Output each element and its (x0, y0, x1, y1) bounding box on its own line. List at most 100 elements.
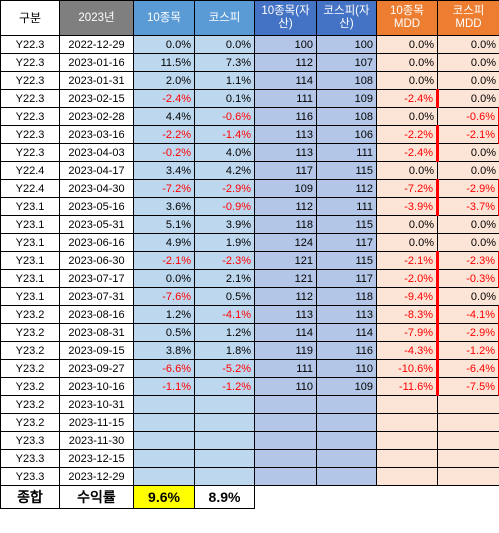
cell-asset-kospi[interactable]: 108 (316, 71, 377, 90)
cell-mdd10[interactable]: 0.0% (376, 233, 438, 252)
cell-kospi[interactable]: -5.2% (194, 359, 255, 378)
cell-asset10[interactable] (254, 413, 317, 432)
cell-gubun[interactable]: Y23.3 (0, 467, 60, 486)
summary-kospi[interactable]: 8.9% (194, 485, 255, 509)
cell-asset-kospi[interactable]: 115 (316, 215, 377, 234)
cell-ret10[interactable]: 5.1% (133, 215, 195, 234)
cell-mdd10[interactable]: -4.3% (376, 341, 439, 360)
cell-mdd-kospi[interactable]: 0.0% (437, 161, 499, 180)
cell-date[interactable]: 2023-08-31 (59, 323, 134, 342)
cell-mdd-kospi[interactable]: -0.3% (437, 269, 499, 288)
cell-mdd10[interactable]: 0.0% (376, 71, 438, 90)
cell-mdd-kospi[interactable]: 0.0% (437, 287, 499, 306)
cell-asset-kospi[interactable]: 111 (316, 143, 377, 162)
cell-mdd10[interactable]: -7.9% (376, 323, 439, 342)
cell-mdd10[interactable]: 0.0% (376, 107, 438, 126)
cell-kospi[interactable]: -1.2% (194, 377, 255, 396)
cell-asset-kospi[interactable]: 109 (316, 89, 377, 108)
cell-ret10[interactable]: -2.1% (133, 251, 195, 270)
cell-date[interactable]: 2023-06-16 (59, 233, 134, 252)
cell-mdd10[interactable]: 0.0% (376, 53, 438, 72)
cell-ret10[interactable]: -2.4% (133, 89, 195, 108)
cell-date[interactable]: 2023-05-16 (59, 197, 134, 216)
cell-asset-kospi[interactable]: 112 (316, 179, 377, 198)
header-year[interactable]: 2023년 (59, 0, 134, 36)
cell-date[interactable]: 2023-01-16 (59, 53, 134, 72)
cell-mdd10[interactable]: -2.2% (376, 125, 439, 144)
cell-ret10[interactable]: -2.2% (133, 125, 195, 144)
cell-ret10[interactable] (133, 395, 195, 414)
cell-kospi[interactable]: 4.2% (194, 161, 255, 180)
cell-asset10[interactable] (254, 395, 317, 414)
summary-label[interactable]: 종합 (0, 485, 60, 509)
cell-asset-kospi[interactable] (316, 413, 377, 432)
cell-ret10[interactable]: 4.9% (133, 233, 195, 252)
cell-mdd-kospi[interactable]: 0.0% (437, 35, 499, 54)
cell-date[interactable]: 2023-04-30 (59, 179, 134, 198)
cell-asset10[interactable]: 109 (254, 179, 317, 198)
cell-asset-kospi[interactable] (316, 395, 377, 414)
cell-ret10[interactable]: -7.2% (133, 179, 195, 198)
cell-asset-kospi[interactable]: 110 (316, 359, 377, 378)
cell-asset-kospi[interactable] (316, 449, 377, 468)
cell-ret10[interactable] (133, 449, 195, 468)
cell-gubun[interactable]: Y23.3 (0, 449, 60, 468)
cell-gubun[interactable]: Y22.3 (0, 107, 60, 126)
cell-gubun[interactable]: Y23.1 (0, 197, 60, 216)
cell-asset-kospi[interactable]: 116 (316, 341, 377, 360)
cell-mdd10[interactable]: -11.6% (376, 377, 439, 396)
cell-date[interactable]: 2023-09-15 (59, 341, 134, 360)
cell-asset10[interactable]: 117 (254, 161, 317, 180)
cell-ret10[interactable]: 1.2% (133, 305, 195, 324)
header-mdd-kospi[interactable]: 코스피 MDD (437, 0, 499, 36)
cell-kospi[interactable]: -2.9% (194, 179, 255, 198)
cell-mdd-kospi[interactable]: -0.6% (437, 107, 499, 126)
cell-mdd10[interactable]: 0.0% (376, 161, 438, 180)
cell-mdd-kospi[interactable] (437, 431, 499, 450)
header-kospi[interactable]: 코스피 (194, 0, 255, 36)
cell-asset10[interactable]: 113 (254, 305, 317, 324)
cell-asset10[interactable]: 113 (254, 125, 317, 144)
cell-asset10[interactable]: 111 (254, 89, 317, 108)
cell-date[interactable]: 2023-11-30 (59, 431, 134, 450)
cell-mdd10[interactable]: -2.4% (376, 89, 439, 108)
cell-date[interactable]: 2023-04-17 (59, 161, 134, 180)
cell-date[interactable]: 2023-12-29 (59, 467, 134, 486)
cell-date[interactable]: 2023-06-30 (59, 251, 134, 270)
cell-gubun[interactable]: Y23.2 (0, 359, 60, 378)
cell-mdd-kospi[interactable]: -7.5% (437, 377, 499, 396)
cell-asset10[interactable]: 112 (254, 197, 317, 216)
cell-gubun[interactable]: Y22.3 (0, 53, 60, 72)
cell-kospi[interactable]: 4.0% (194, 143, 255, 162)
cell-mdd-kospi[interactable] (437, 449, 499, 468)
cell-date[interactable]: 2023-02-28 (59, 107, 134, 126)
cell-asset-kospi[interactable]: 106 (316, 125, 377, 144)
cell-date[interactable]: 2023-05-31 (59, 215, 134, 234)
cell-date[interactable]: 2023-10-16 (59, 377, 134, 396)
cell-asset10[interactable]: 112 (254, 287, 317, 306)
cell-mdd-kospi[interactable]: -1.2% (437, 341, 499, 360)
cell-mdd10[interactable]: 0.0% (376, 35, 438, 54)
cell-asset-kospi[interactable]: 117 (316, 269, 377, 288)
cell-asset10[interactable]: 114 (254, 323, 317, 342)
cell-kospi[interactable]: 0.0% (194, 35, 255, 54)
cell-asset10[interactable]: 116 (254, 107, 317, 126)
cell-mdd-kospi[interactable]: 0.0% (437, 89, 499, 108)
cell-kospi[interactable]: 1.8% (194, 341, 255, 360)
cell-mdd10[interactable] (376, 431, 438, 450)
cell-gubun[interactable]: Y23.3 (0, 431, 60, 450)
header-ret10[interactable]: 10종목 (133, 0, 195, 36)
cell-ret10[interactable]: 0.0% (133, 269, 195, 288)
cell-gubun[interactable]: Y22.3 (0, 143, 60, 162)
cell-gubun[interactable]: Y22.3 (0, 89, 60, 108)
summary-ret10[interactable]: 9.6% (133, 485, 195, 509)
cell-kospi[interactable] (194, 467, 255, 486)
cell-date[interactable]: 2023-03-16 (59, 125, 134, 144)
cell-ret10[interactable] (133, 467, 195, 486)
cell-gubun[interactable]: Y23.1 (0, 269, 60, 288)
cell-date[interactable]: 2022-12-29 (59, 35, 134, 54)
cell-kospi[interactable] (194, 395, 255, 414)
cell-mdd-kospi[interactable]: -2.1% (437, 125, 499, 144)
cell-ret10[interactable]: -6.6% (133, 359, 195, 378)
cell-ret10[interactable]: 3.4% (133, 161, 195, 180)
